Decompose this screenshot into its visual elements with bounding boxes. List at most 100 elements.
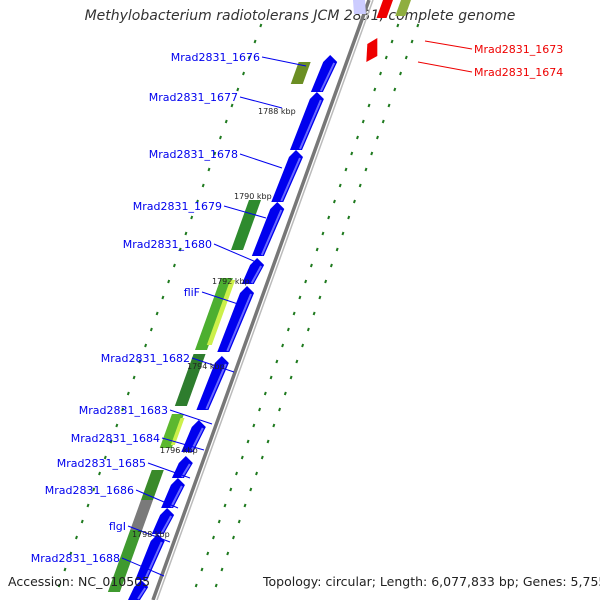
tick-mark-right-far <box>295 359 299 364</box>
tick-mark-left <box>121 407 125 412</box>
scale-label: 1788 kbp <box>258 107 296 116</box>
kbp-tick-marks <box>57 23 420 588</box>
tick-mark-right-far <box>301 343 305 348</box>
forward-gene-arrow <box>241 258 265 284</box>
tick-mark-left <box>219 135 222 140</box>
forward-gene-leader-line <box>147 462 191 479</box>
tick-mark-right-near <box>373 87 377 92</box>
tick-mark-right-far <box>376 135 379 140</box>
tick-mark-right-near <box>206 551 210 556</box>
tick-mark-right-far <box>393 87 397 92</box>
forward-gene-leader-line <box>191 357 235 373</box>
genome-title: Methylobacterium radiotolerans JCM 2831,… <box>84 8 516 24</box>
forward-gene-label: flgI <box>109 520 126 533</box>
tick-mark-left <box>75 535 78 540</box>
tick-mark-left <box>201 183 205 188</box>
forward-gene-leader-line <box>261 56 307 67</box>
forward-gene-arrow-body <box>181 420 206 452</box>
forward-gene-label: Mrad2831_1688 <box>31 552 120 565</box>
tick-mark-left <box>144 343 148 348</box>
forward-gene-leader-line <box>239 96 283 109</box>
forward-gene-arrow-body <box>310 55 338 92</box>
tick-mark-right-far <box>410 39 414 44</box>
forward-gene-label: fliF <box>184 286 200 299</box>
tick-mark-right-near <box>240 455 244 460</box>
tick-mark-left <box>213 151 217 156</box>
tick-mark-left <box>224 119 228 124</box>
tick-mark-right-far <box>260 455 264 460</box>
tick-mark-right-far <box>399 71 403 76</box>
tick-mark-right-far <box>278 407 282 412</box>
tick-mark-right-near <box>200 567 204 572</box>
tick-mark-right-far <box>272 423 276 428</box>
tick-mark-right-near <box>223 503 227 508</box>
tick-mark-right-far <box>283 391 287 396</box>
tick-mark-right-far <box>324 279 328 284</box>
reverse-gene-arrow <box>366 38 378 62</box>
tick-mark-right-near <box>338 183 342 188</box>
forward-gene-leader-line <box>121 557 165 577</box>
tick-mark-left <box>172 263 176 268</box>
tick-mark-right-far <box>243 503 247 508</box>
tick-mark-left <box>126 391 130 396</box>
gene-labels: Mrad2831_1676 Mrad2831_1677 Mrad2831_1678 M… <box>31 43 563 565</box>
scale-label: 1794 kbp <box>187 362 225 371</box>
tick-mark-right-near <box>194 583 198 588</box>
tick-mark-left <box>259 23 263 28</box>
tick-mark-left <box>98 471 102 476</box>
forward-gene-leader-line <box>213 243 257 263</box>
forward-gene-arrow <box>135 534 165 580</box>
tick-mark-right-near <box>356 135 359 140</box>
forward-gene-arrow-body <box>251 202 285 256</box>
tick-mark-right-far <box>404 55 408 60</box>
cds-feature-track <box>290 62 311 84</box>
tick-mark-left <box>242 71 246 76</box>
forward-gene-label: Mrad2831_1686 <box>45 484 134 497</box>
forward-gene-leader-line <box>169 409 213 425</box>
forward-gene-arrow-highlight <box>181 463 191 478</box>
tick-mark-left <box>236 87 240 92</box>
scale-label: 1792 kbp <box>212 277 250 286</box>
backbone-shadow-line <box>156 0 374 600</box>
tick-mark-right-far <box>312 311 316 316</box>
tick-mark-right-near <box>309 263 313 268</box>
tick-mark-right-far <box>255 471 259 476</box>
forward-gene-leader-line <box>127 525 171 543</box>
tick-mark-right-far <box>214 583 218 588</box>
tick-mark-right-near <box>217 519 221 524</box>
tick-mark-left <box>207 167 211 172</box>
genome-backbone <box>151 0 374 600</box>
forward-gene-label: Mrad2831_1680 <box>123 238 212 251</box>
forward-gene-arrow-highlight <box>299 99 322 150</box>
forward-gene-arrow-body <box>135 534 165 580</box>
reverse-gene-label: Mrad2831_1673 <box>474 43 563 56</box>
forward-gene-arrow-body <box>151 508 175 534</box>
tick-mark-right-far <box>237 519 241 524</box>
tick-mark-right-near <box>246 439 250 444</box>
tick-mark-right-far <box>318 295 322 300</box>
tick-mark-right-near <box>332 199 336 204</box>
forward-gene-arrow-highlight <box>260 209 283 256</box>
cds-feature-highlight <box>170 418 185 445</box>
forward-gene-label: Mrad2831_1676 <box>171 51 260 64</box>
forward-gene-arrow-highlight <box>160 515 172 534</box>
tick-mark-right-far <box>266 439 270 444</box>
cds-feature-track <box>141 470 164 500</box>
tick-mark-left <box>92 487 96 492</box>
cds-feature-track <box>231 200 261 250</box>
tick-mark-right-near <box>252 423 256 428</box>
tick-mark-right-far <box>416 23 420 28</box>
reverse-gene-leader-line <box>417 61 473 73</box>
forward-gene-label: Mrad2831_1684 <box>71 432 160 445</box>
cds-feature-track <box>395 0 411 16</box>
tick-mark-right-near <box>396 23 400 28</box>
genome-summary-text: Topology: circular; Length: 6,077,833 bp… <box>263 574 600 589</box>
forward-gene-label: Mrad2831_1685 <box>57 457 146 470</box>
forward-gene-arrow-highlight <box>250 265 262 284</box>
forward-gene-leader-line <box>239 153 283 169</box>
tick-mark-left <box>86 503 90 508</box>
forward-gene-arrow <box>290 92 324 150</box>
tick-mark-right-far <box>220 567 224 572</box>
tick-mark-left <box>80 519 84 524</box>
